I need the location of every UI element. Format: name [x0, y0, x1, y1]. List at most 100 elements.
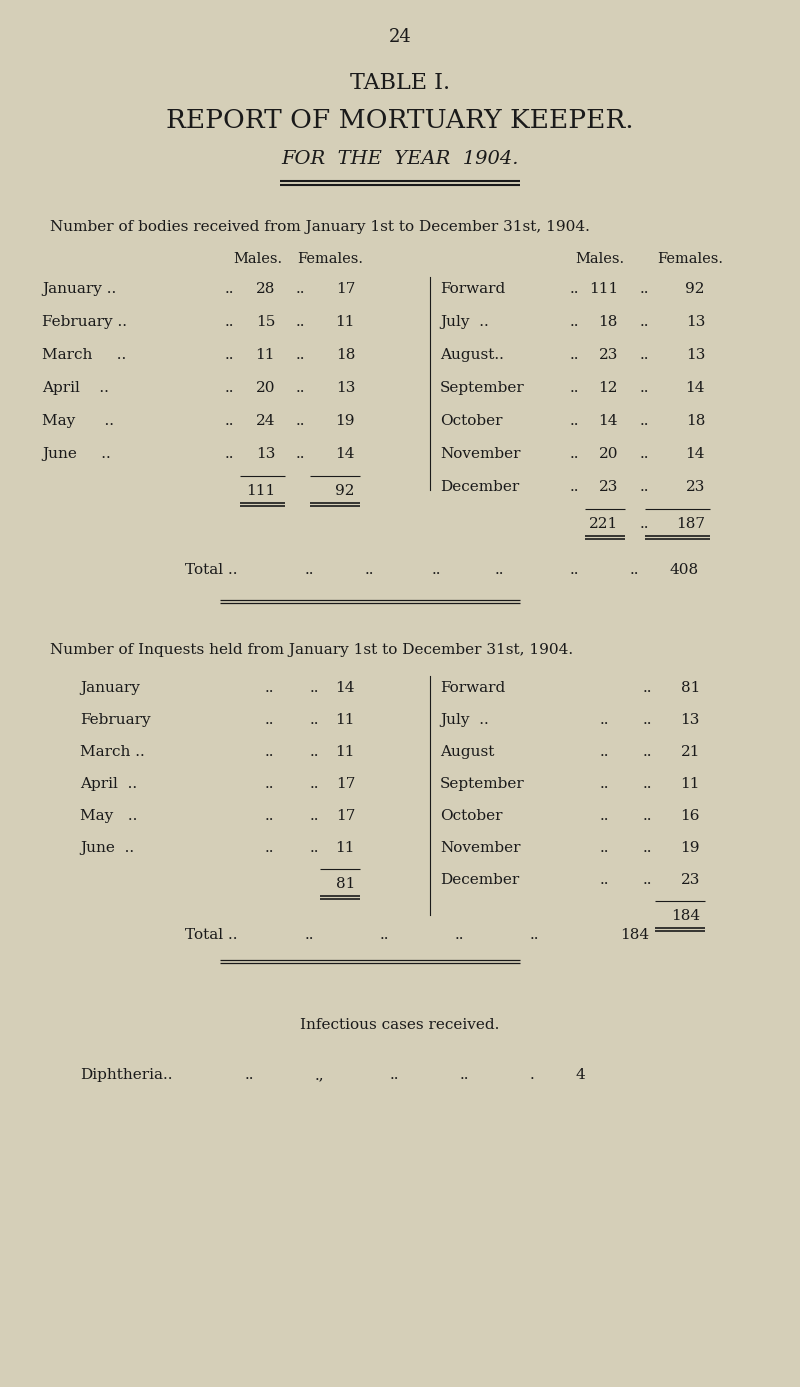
Text: 11: 11	[335, 713, 355, 727]
Text: ..: ..	[640, 480, 650, 494]
Text: 24: 24	[389, 28, 411, 46]
Text: 11: 11	[335, 841, 355, 854]
Text: 4: 4	[575, 1068, 585, 1082]
Text: 92: 92	[686, 282, 705, 295]
Text: ..: ..	[225, 447, 234, 460]
Text: ..: ..	[245, 1068, 254, 1082]
Text: ..: ..	[460, 1068, 470, 1082]
Text: March ..: March ..	[80, 745, 145, 759]
Text: April  ..: April ..	[80, 777, 137, 791]
Text: Females.: Females.	[657, 252, 723, 266]
Text: ..: ..	[570, 563, 579, 577]
Text: 13: 13	[686, 315, 705, 329]
Text: Diphtheria..: Diphtheria..	[80, 1068, 173, 1082]
Text: ..: ..	[643, 713, 653, 727]
Text: ..: ..	[432, 563, 442, 577]
Text: ..: ..	[600, 745, 610, 759]
Text: ..: ..	[570, 282, 579, 295]
Text: September: September	[440, 777, 525, 791]
Text: January: January	[80, 681, 140, 695]
Text: ..: ..	[296, 348, 306, 362]
Text: 11: 11	[255, 348, 275, 362]
Text: 14: 14	[686, 381, 705, 395]
Text: 18: 18	[336, 348, 355, 362]
Text: July  ..: July ..	[440, 315, 489, 329]
Text: ..: ..	[225, 348, 234, 362]
Text: 111: 111	[589, 282, 618, 295]
Text: ..: ..	[296, 413, 306, 429]
Text: Number of Inquests held from January 1st to December 31st, 1904.: Number of Inquests held from January 1st…	[50, 644, 573, 657]
Text: Total ..: Total ..	[185, 928, 238, 942]
Text: ..: ..	[640, 282, 650, 295]
Text: 12: 12	[598, 381, 618, 395]
Text: ..: ..	[643, 681, 653, 695]
Text: October: October	[440, 809, 502, 822]
Text: TABLE I.: TABLE I.	[350, 72, 450, 94]
Text: ..: ..	[296, 282, 306, 295]
Text: ..: ..	[296, 315, 306, 329]
Text: 17: 17	[336, 282, 355, 295]
Text: ..: ..	[643, 872, 653, 888]
Text: 18: 18	[686, 413, 705, 429]
Text: ..: ..	[600, 777, 610, 791]
Text: January ..: January ..	[42, 282, 116, 295]
Text: August..: August..	[440, 348, 504, 362]
Text: ..: ..	[570, 381, 579, 395]
Text: March     ..: March ..	[42, 348, 126, 362]
Text: ..: ..	[643, 809, 653, 822]
Text: May   ..: May ..	[80, 809, 138, 822]
Text: Males.: Males.	[234, 252, 282, 266]
Text: February ..: February ..	[42, 315, 127, 329]
Text: ..: ..	[225, 413, 234, 429]
Text: 14: 14	[686, 447, 705, 460]
Text: ..: ..	[265, 745, 274, 759]
Text: 13: 13	[256, 447, 275, 460]
Text: ..: ..	[640, 381, 650, 395]
Text: 81: 81	[336, 877, 355, 890]
Text: ..: ..	[265, 713, 274, 727]
Text: February: February	[80, 713, 150, 727]
Text: December: December	[440, 480, 519, 494]
Text: 14: 14	[335, 681, 355, 695]
Text: ..: ..	[630, 563, 639, 577]
Text: ..: ..	[600, 872, 610, 888]
Text: .,: .,	[315, 1068, 325, 1082]
Text: Females.: Females.	[297, 252, 363, 266]
Text: June  ..: June ..	[80, 841, 134, 854]
Text: ..: ..	[225, 381, 234, 395]
Text: REPORT OF MORTUARY KEEPER.: REPORT OF MORTUARY KEEPER.	[166, 108, 634, 133]
Text: June     ..: June ..	[42, 447, 110, 460]
Text: ..: ..	[390, 1068, 399, 1082]
Text: ..: ..	[643, 777, 653, 791]
Text: ..: ..	[310, 809, 319, 822]
Text: 24: 24	[255, 413, 275, 429]
Text: ..: ..	[310, 681, 319, 695]
Text: ..: ..	[296, 447, 306, 460]
Text: 17: 17	[336, 809, 355, 822]
Text: 11: 11	[335, 315, 355, 329]
Text: ..: ..	[455, 928, 465, 942]
Text: Infectious cases received.: Infectious cases received.	[300, 1018, 500, 1032]
Text: 13: 13	[336, 381, 355, 395]
Text: Forward: Forward	[440, 681, 506, 695]
Text: August: August	[440, 745, 494, 759]
Text: 23: 23	[598, 480, 618, 494]
Text: 11: 11	[681, 777, 700, 791]
Text: September: September	[440, 381, 525, 395]
Text: 23: 23	[598, 348, 618, 362]
Text: 16: 16	[681, 809, 700, 822]
Text: ..: ..	[570, 480, 579, 494]
Text: 13: 13	[681, 713, 700, 727]
Text: FOR  THE  YEAR  1904.: FOR THE YEAR 1904.	[282, 150, 518, 168]
Text: 221: 221	[589, 517, 618, 531]
Text: April    ..: April ..	[42, 381, 109, 395]
Text: ..: ..	[310, 777, 319, 791]
Text: May      ..: May ..	[42, 413, 114, 429]
Text: 23: 23	[686, 480, 705, 494]
Text: 23: 23	[681, 872, 700, 888]
Text: ..: ..	[600, 713, 610, 727]
Text: December: December	[440, 872, 519, 888]
Text: ..: ..	[265, 777, 274, 791]
Text: 408: 408	[670, 563, 699, 577]
Text: ..: ..	[643, 841, 653, 854]
